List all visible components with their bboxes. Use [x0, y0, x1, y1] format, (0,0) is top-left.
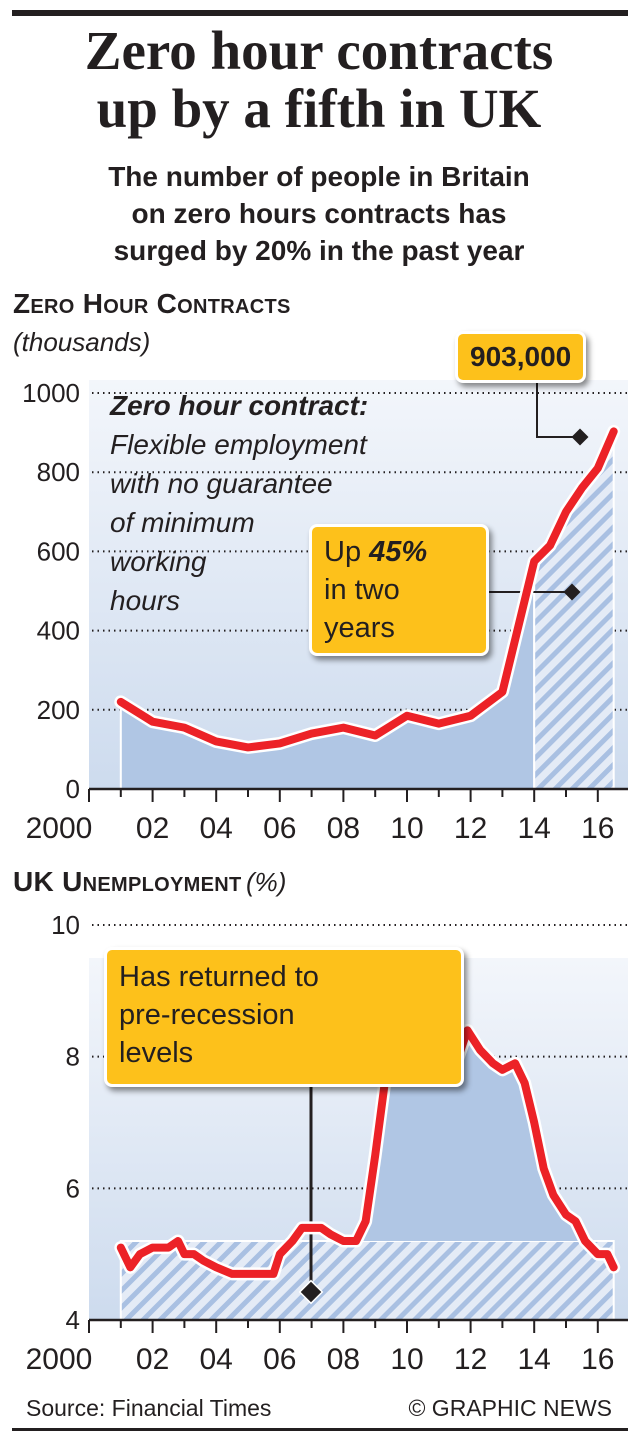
- diamond-marker: [571, 428, 589, 446]
- y-tick-label: 8: [66, 1042, 80, 1072]
- diamond-marker: [298, 1279, 324, 1305]
- subheadline: The number of people in Britain on zero …: [0, 158, 638, 269]
- growth-percent: 45%: [369, 536, 428, 568]
- subheadline-line: surged by 20% in the past year: [113, 235, 525, 266]
- definition-title: Zero hour contract:: [110, 390, 369, 421]
- headline: Zero hour contracts up by a fifth in UK: [0, 22, 638, 138]
- x-tick-label: 2000: [26, 1343, 93, 1376]
- x-tick-label: 06: [263, 1343, 296, 1376]
- chart2-title: UK Unemployment: [13, 866, 242, 897]
- x-tick-label: 10: [390, 812, 423, 845]
- callout-line: pre-recession: [119, 999, 295, 1031]
- x-tick-label: 12: [454, 1343, 487, 1376]
- growth-line: years: [324, 612, 395, 644]
- y-tick-label: 6: [66, 1173, 80, 1203]
- y-tick-label: 600: [37, 536, 80, 566]
- y-tick-label: 10: [51, 910, 80, 940]
- definition-line: with no guarantee: [110, 468, 333, 499]
- chart2-unit: (%): [245, 867, 287, 897]
- definition-line: working: [110, 546, 207, 577]
- x-tick-label: 08: [327, 1343, 360, 1376]
- definition-line: of minimum: [110, 507, 255, 538]
- headline-line: up by a fifth in UK: [96, 78, 542, 139]
- credit: © GRAPHIC NEWS: [408, 1395, 612, 1421]
- x-tick-label: 08: [327, 812, 360, 845]
- growth-prefix: Up: [324, 536, 370, 568]
- top-rule: [12, 10, 628, 16]
- diamond-marker: [563, 583, 581, 601]
- y-tick-label: 0: [66, 774, 80, 804]
- growth-line: in two: [324, 574, 400, 606]
- x-tick-label: 14: [518, 812, 551, 845]
- definition-note: Zero hour contract: Flexible employment …: [110, 386, 368, 620]
- bottom-rule: [12, 1428, 628, 1431]
- x-tick-label: 12: [454, 812, 487, 845]
- x-tick-label: 04: [200, 1343, 233, 1376]
- callout-line: Has returned to: [119, 961, 319, 993]
- subheadline-line: on zero hours contracts has: [131, 198, 507, 229]
- subheadline-line: The number of people in Britain: [108, 161, 530, 192]
- latest-value-callout: 903,000: [455, 331, 587, 383]
- y-tick-label: 1000: [22, 378, 80, 408]
- chart1-unit: (thousands): [13, 327, 151, 357]
- definition-line: Flexible employment: [110, 429, 367, 460]
- x-tick-label: 14: [518, 1343, 551, 1376]
- callout-line: levels: [119, 1037, 194, 1069]
- y-tick-label: 400: [37, 616, 80, 646]
- x-tick-label: 02: [136, 1343, 169, 1376]
- chart2-heading: UK Unemployment (%): [13, 866, 286, 898]
- x-tick-label: 04: [200, 812, 233, 845]
- growth-callout: Up 45% in two years: [309, 524, 489, 656]
- x-tick-label: 2000: [26, 812, 93, 845]
- definition-line: hours: [110, 585, 181, 616]
- x-tick-label: 16: [581, 1343, 614, 1376]
- source-note: Source: Financial Times: [26, 1395, 272, 1421]
- chart1-title: Zero Hour Contracts: [13, 288, 291, 319]
- recession-callout: Has returned to pre-recession levels: [104, 947, 464, 1087]
- x-tick-label: 06: [263, 812, 296, 845]
- latest-leader-line: [536, 383, 580, 438]
- headline-line: Zero hour contracts: [84, 20, 554, 81]
- y-tick-label: 200: [37, 695, 80, 725]
- x-tick-label: 10: [390, 1343, 423, 1376]
- x-tick-label: 16: [581, 812, 614, 845]
- x-tick-label: 02: [136, 812, 169, 845]
- y-tick-label: 4: [66, 1305, 80, 1335]
- y-tick-label: 800: [37, 457, 80, 487]
- series-line: [116, 1026, 618, 1278]
